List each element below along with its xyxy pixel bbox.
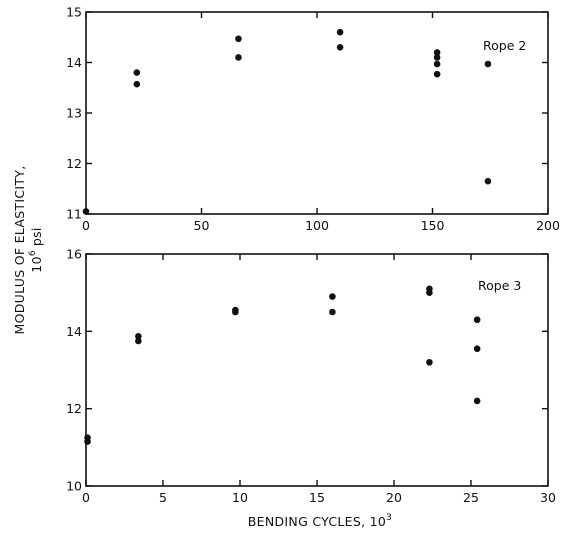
x-tick-label-rope-2: 0 (82, 218, 90, 233)
x-tick-label-rope-3: 30 (540, 490, 556, 505)
x-ticks-rope-3: 0 5 10 15 20 25 30 (82, 254, 556, 505)
data-point-rope-3 (473, 345, 481, 353)
x-tick-label-rope-2: 100 (305, 218, 329, 233)
data-point-rope-2 (484, 177, 492, 185)
y-tick-label-rope-2: 13 (66, 106, 82, 121)
y-axis-title-line2: 106psi (28, 227, 44, 272)
points-rope-2 (82, 28, 492, 215)
data-point-rope-3 (426, 358, 433, 366)
x-tick-label-rope-2: 150 (421, 218, 445, 233)
x-tick-label-rope-3: 0 (82, 490, 90, 505)
y-tick-label-rope-2: 12 (66, 156, 82, 171)
data-point-rope-3 (329, 308, 336, 316)
y-tick-label-rope-2: 15 (66, 5, 82, 20)
data-point-rope-2 (433, 70, 441, 78)
y-ticks-rope-3: 10 12 14 16 (66, 247, 548, 494)
data-point-rope-3 (329, 293, 336, 300)
plot-frame-rope-2 (85, 11, 549, 215)
x-tick-label-rope-2: 200 (536, 218, 560, 233)
data-point-rope-2 (235, 35, 242, 43)
y-tick-label-rope-2: 11 (66, 207, 82, 222)
x-tick-label-rope-3: 25 (463, 490, 479, 505)
data-point-rope-3 (232, 308, 239, 316)
y-tick-label-rope-3: 14 (66, 324, 82, 339)
y-tick-label-rope-3: 12 (66, 401, 82, 416)
data-point-rope-3 (135, 333, 142, 340)
data-point-rope-2 (133, 69, 141, 76)
panel-rope-3: 10 12 14 16 0 5 10 15 20 25 30 Rope 3 (66, 247, 556, 506)
data-point-rope-2 (133, 80, 141, 88)
data-point-rope-2 (82, 208, 90, 215)
data-point-rope-3 (473, 397, 481, 405)
y-tick-label-rope-3: 16 (66, 247, 82, 262)
panel-label-rope-3: Rope 3 (478, 278, 521, 293)
y-axis-title: MODULUS OF ELASTICITY, 106psi (12, 165, 44, 334)
data-point-rope-2 (433, 49, 441, 56)
x-tick-label-rope-3: 5 (159, 490, 167, 505)
data-point-rope-3 (135, 337, 142, 345)
x-ticks-rope-2: 0 50 100 150 200 (82, 12, 560, 233)
y-axis-title-line1: MODULUS OF ELASTICITY, (12, 165, 27, 334)
x-tick-label-rope-3: 15 (309, 490, 325, 505)
x-tick-label-rope-3: 20 (386, 490, 402, 505)
y-ticks-rope-2: 11 12 13 14 15 (66, 5, 548, 222)
x-tick-label-rope-3: 10 (232, 490, 248, 505)
data-point-rope-2 (235, 54, 242, 61)
data-point-rope-2 (336, 28, 344, 36)
panel-label-rope-2: Rope 2 (483, 38, 526, 53)
data-point-rope-2 (433, 54, 441, 61)
panel-rope-2: 11 12 13 14 15 0 50 100 150 200 Rope 2 (66, 5, 560, 234)
y-tick-label-rope-2: 14 (66, 55, 82, 70)
data-point-rope-2 (336, 44, 344, 51)
points-rope-3 (84, 285, 481, 445)
data-point-rope-2 (484, 60, 492, 68)
data-point-rope-3 (426, 289, 433, 296)
data-point-rope-3 (84, 438, 91, 445)
x-axis-title: BENDING CYCLES, 103 (248, 513, 392, 529)
data-point-rope-3 (473, 316, 481, 324)
x-tick-label-rope-2: 50 (194, 218, 210, 233)
data-point-rope-2 (433, 60, 441, 68)
y-tick-label-rope-3: 10 (66, 479, 82, 494)
